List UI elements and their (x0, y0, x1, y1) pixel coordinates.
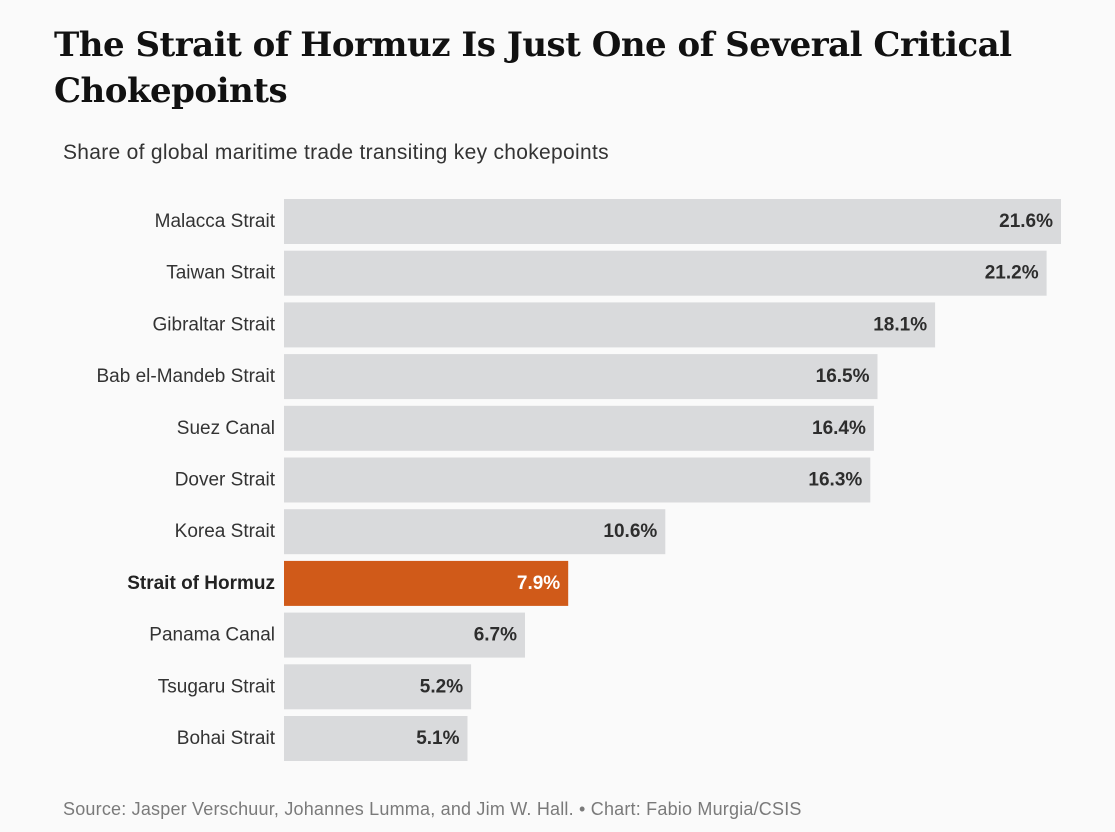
bar-bohai-strait (284, 716, 468, 761)
value-label-panama-canal: 6.7% (474, 625, 517, 646)
category-label-bab-el-mandeb-strait: Bab el-Mandeb Strait (97, 366, 276, 387)
category-label-tsugaru-strait: Tsugaru Strait (158, 676, 276, 697)
bar-korea-strait (284, 509, 666, 555)
value-label-bohai-strait: 5.1% (416, 728, 459, 749)
chart-subtitle: Share of global maritime trade transitin… (63, 141, 609, 164)
bar-strait-of-hormuz (284, 560, 569, 606)
category-label-suez-canal: Suez Canal (177, 418, 275, 439)
value-label-taiwan-strait: 21.2% (985, 263, 1039, 284)
bar-suez-canal (284, 405, 874, 451)
category-label-taiwan-strait: Taiwan Strait (166, 263, 275, 284)
category-label-bohai-strait: Bohai Strait (177, 728, 276, 749)
value-labels-group: 21.6% 21.2% 18.1% 16.5% 16.4% 16.3% 10.6% 7.9% 6… (416, 211, 1053, 749)
value-label-tsugaru-strait: 5.2% (420, 676, 463, 697)
bar-chart: Malacca Strait Taiwan Strait Gibraltar Str… (97, 199, 1061, 761)
category-label-korea-strait: Korea Strait (175, 521, 276, 542)
value-label-dover-strait: 16.3% (808, 470, 862, 491)
chart-title: The Strait of Hormuz Is Just One of Seve… (54, 25, 1012, 111)
bar-malacca-strait (284, 199, 1061, 244)
bars-group (284, 199, 1061, 761)
category-label-malacca-strait: Malacca Strait (155, 211, 276, 232)
value-label-korea-strait: 10.6% (603, 521, 657, 542)
value-label-malacca-strait: 21.6% (999, 211, 1053, 232)
bar-dover-strait (284, 457, 871, 503)
value-label-bab-el-mandeb-strait: 16.5% (816, 366, 870, 387)
value-label-strait-of-hormuz: 7.9% (517, 573, 560, 594)
bar-bab-el-mandeb-strait (284, 354, 878, 400)
value-label-suez-canal: 16.4% (812, 418, 866, 439)
category-label-panama-canal: Panama Canal (149, 625, 275, 646)
value-label-gibraltar-strait: 18.1% (873, 314, 927, 335)
category-label-strait-of-hormuz: Strait of Hormuz (127, 573, 275, 594)
bar-panama-canal (284, 612, 525, 658)
source-note: Source: Jasper Verschuur, Johannes Lumma… (63, 799, 802, 819)
category-labels-group: Malacca Strait Taiwan Strait Gibraltar Str… (97, 211, 276, 749)
bar-tsugaru-strait (284, 664, 472, 710)
bar-taiwan-strait (284, 250, 1047, 296)
category-label-gibraltar-strait: Gibraltar Strait (153, 314, 276, 335)
category-label-dover-strait: Dover Strait (175, 470, 276, 491)
bar-gibraltar-strait (284, 302, 936, 348)
